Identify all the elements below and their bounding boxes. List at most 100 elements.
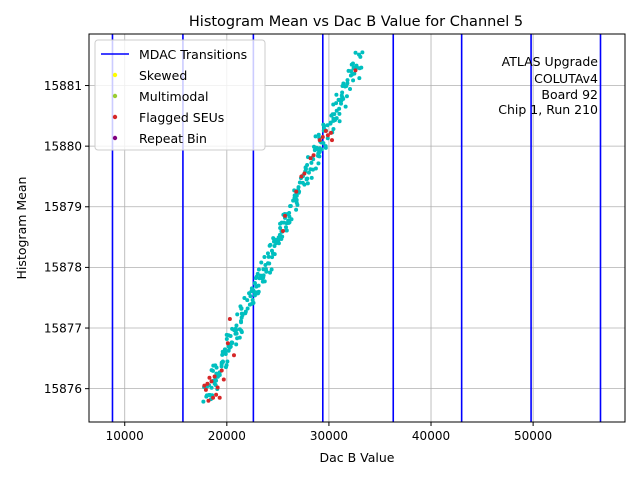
- data-point: [294, 193, 299, 198]
- data-point: [224, 336, 229, 341]
- data-point: [357, 52, 362, 57]
- data-point: [256, 267, 261, 272]
- data-point: [315, 153, 320, 158]
- chart-title: Histogram Mean vs Dac B Value for Channe…: [189, 14, 523, 30]
- annotation-line: COLUTAv4: [534, 71, 598, 86]
- flagged-seu-point: [214, 392, 219, 397]
- legend-repeat-marker: [112, 135, 118, 141]
- data-point: [214, 365, 219, 370]
- flagged-seu-point: [325, 133, 330, 138]
- annotation-line: Board 92: [541, 87, 598, 102]
- data-point: [269, 267, 274, 272]
- data-point: [357, 76, 362, 81]
- data-point: [312, 148, 317, 153]
- data-point: [360, 50, 365, 55]
- data-point: [353, 50, 358, 55]
- data-point: [343, 104, 348, 109]
- x-axis-label: Dac B Value: [319, 450, 394, 465]
- y-tick-label: 15879: [44, 200, 82, 214]
- data-point: [234, 328, 239, 333]
- data-point: [256, 283, 261, 288]
- data-point: [234, 331, 239, 336]
- legend-label-skewed: Skewed: [139, 68, 187, 83]
- data-point: [254, 290, 259, 295]
- data-point: [209, 385, 214, 390]
- data-point: [295, 202, 300, 207]
- data-point: [257, 276, 262, 281]
- data-point: [274, 241, 279, 246]
- data-point: [252, 293, 257, 298]
- y-tick-label: 15881: [44, 79, 82, 93]
- flagged-seu-point: [207, 375, 212, 380]
- data-point: [262, 255, 267, 260]
- data-point: [212, 381, 217, 386]
- data-point: [348, 86, 353, 91]
- data-point: [237, 327, 242, 332]
- data-point: [334, 101, 339, 106]
- data-point: [341, 81, 346, 86]
- data-point: [235, 312, 240, 317]
- flagged-seu-point: [283, 213, 288, 218]
- data-point: [279, 220, 284, 225]
- legend-label-mdac: MDAC Transitions: [139, 47, 247, 62]
- flagged-seu-point: [225, 341, 230, 346]
- flagged-seu-point: [206, 398, 211, 403]
- data-point: [309, 160, 314, 165]
- data-point: [316, 161, 321, 166]
- data-point: [206, 393, 211, 398]
- annotation-line: ATLAS Upgrade: [502, 54, 599, 69]
- data-point: [296, 185, 301, 190]
- data-point: [283, 225, 288, 230]
- data-point: [344, 94, 349, 99]
- data-point: [259, 260, 264, 265]
- flagged-seu-point: [209, 379, 214, 384]
- x-tick-label: 50000: [514, 429, 552, 443]
- flagged-seu-point: [280, 229, 285, 234]
- data-point: [294, 207, 299, 212]
- data-point: [220, 352, 225, 357]
- data-point: [224, 363, 229, 368]
- data-point: [337, 119, 342, 124]
- data-point: [234, 323, 239, 328]
- x-tick-label: 40000: [412, 429, 450, 443]
- data-point: [305, 181, 310, 186]
- flagged-seu-point: [231, 353, 236, 358]
- data-point: [287, 214, 292, 219]
- data-point: [344, 83, 349, 88]
- data-point: [265, 251, 270, 256]
- data-point: [325, 123, 330, 128]
- data-point: [305, 163, 310, 168]
- data-point: [266, 254, 271, 259]
- flagged-seu-point: [320, 135, 325, 140]
- data-point: [268, 270, 273, 275]
- flagged-seu-point: [302, 171, 307, 176]
- data-point: [316, 132, 321, 137]
- y-axis-ticks: 15876 15877 15878 15879 15880 15881: [44, 79, 89, 396]
- plot-frame: [88, 33, 626, 423]
- data-point: [226, 333, 231, 338]
- data-point: [270, 251, 275, 256]
- data-point: [323, 144, 328, 149]
- data-point: [274, 238, 279, 243]
- flagged-seu-points: [202, 68, 358, 403]
- flagged-seu-point: [299, 174, 304, 179]
- data-point: [249, 301, 254, 306]
- flagged-seu-point: [328, 130, 333, 135]
- data-point: [229, 340, 234, 345]
- data-point: [302, 182, 307, 187]
- data-point: [313, 166, 318, 171]
- data-point: [262, 279, 267, 284]
- data-point: [321, 124, 326, 129]
- x-tick-label: 10000: [106, 429, 144, 443]
- data-point: [235, 336, 240, 341]
- legend-box: [94, 39, 266, 151]
- x-tick-label: 20000: [208, 429, 246, 443]
- data-point: [222, 347, 227, 352]
- data-point: [270, 255, 275, 260]
- data-point: [255, 271, 260, 276]
- flagged-seu-point: [212, 374, 217, 379]
- flagged-seu-point: [353, 68, 358, 73]
- data-point: [225, 359, 230, 364]
- annotation-line: Chip 1, Run 210: [498, 102, 598, 117]
